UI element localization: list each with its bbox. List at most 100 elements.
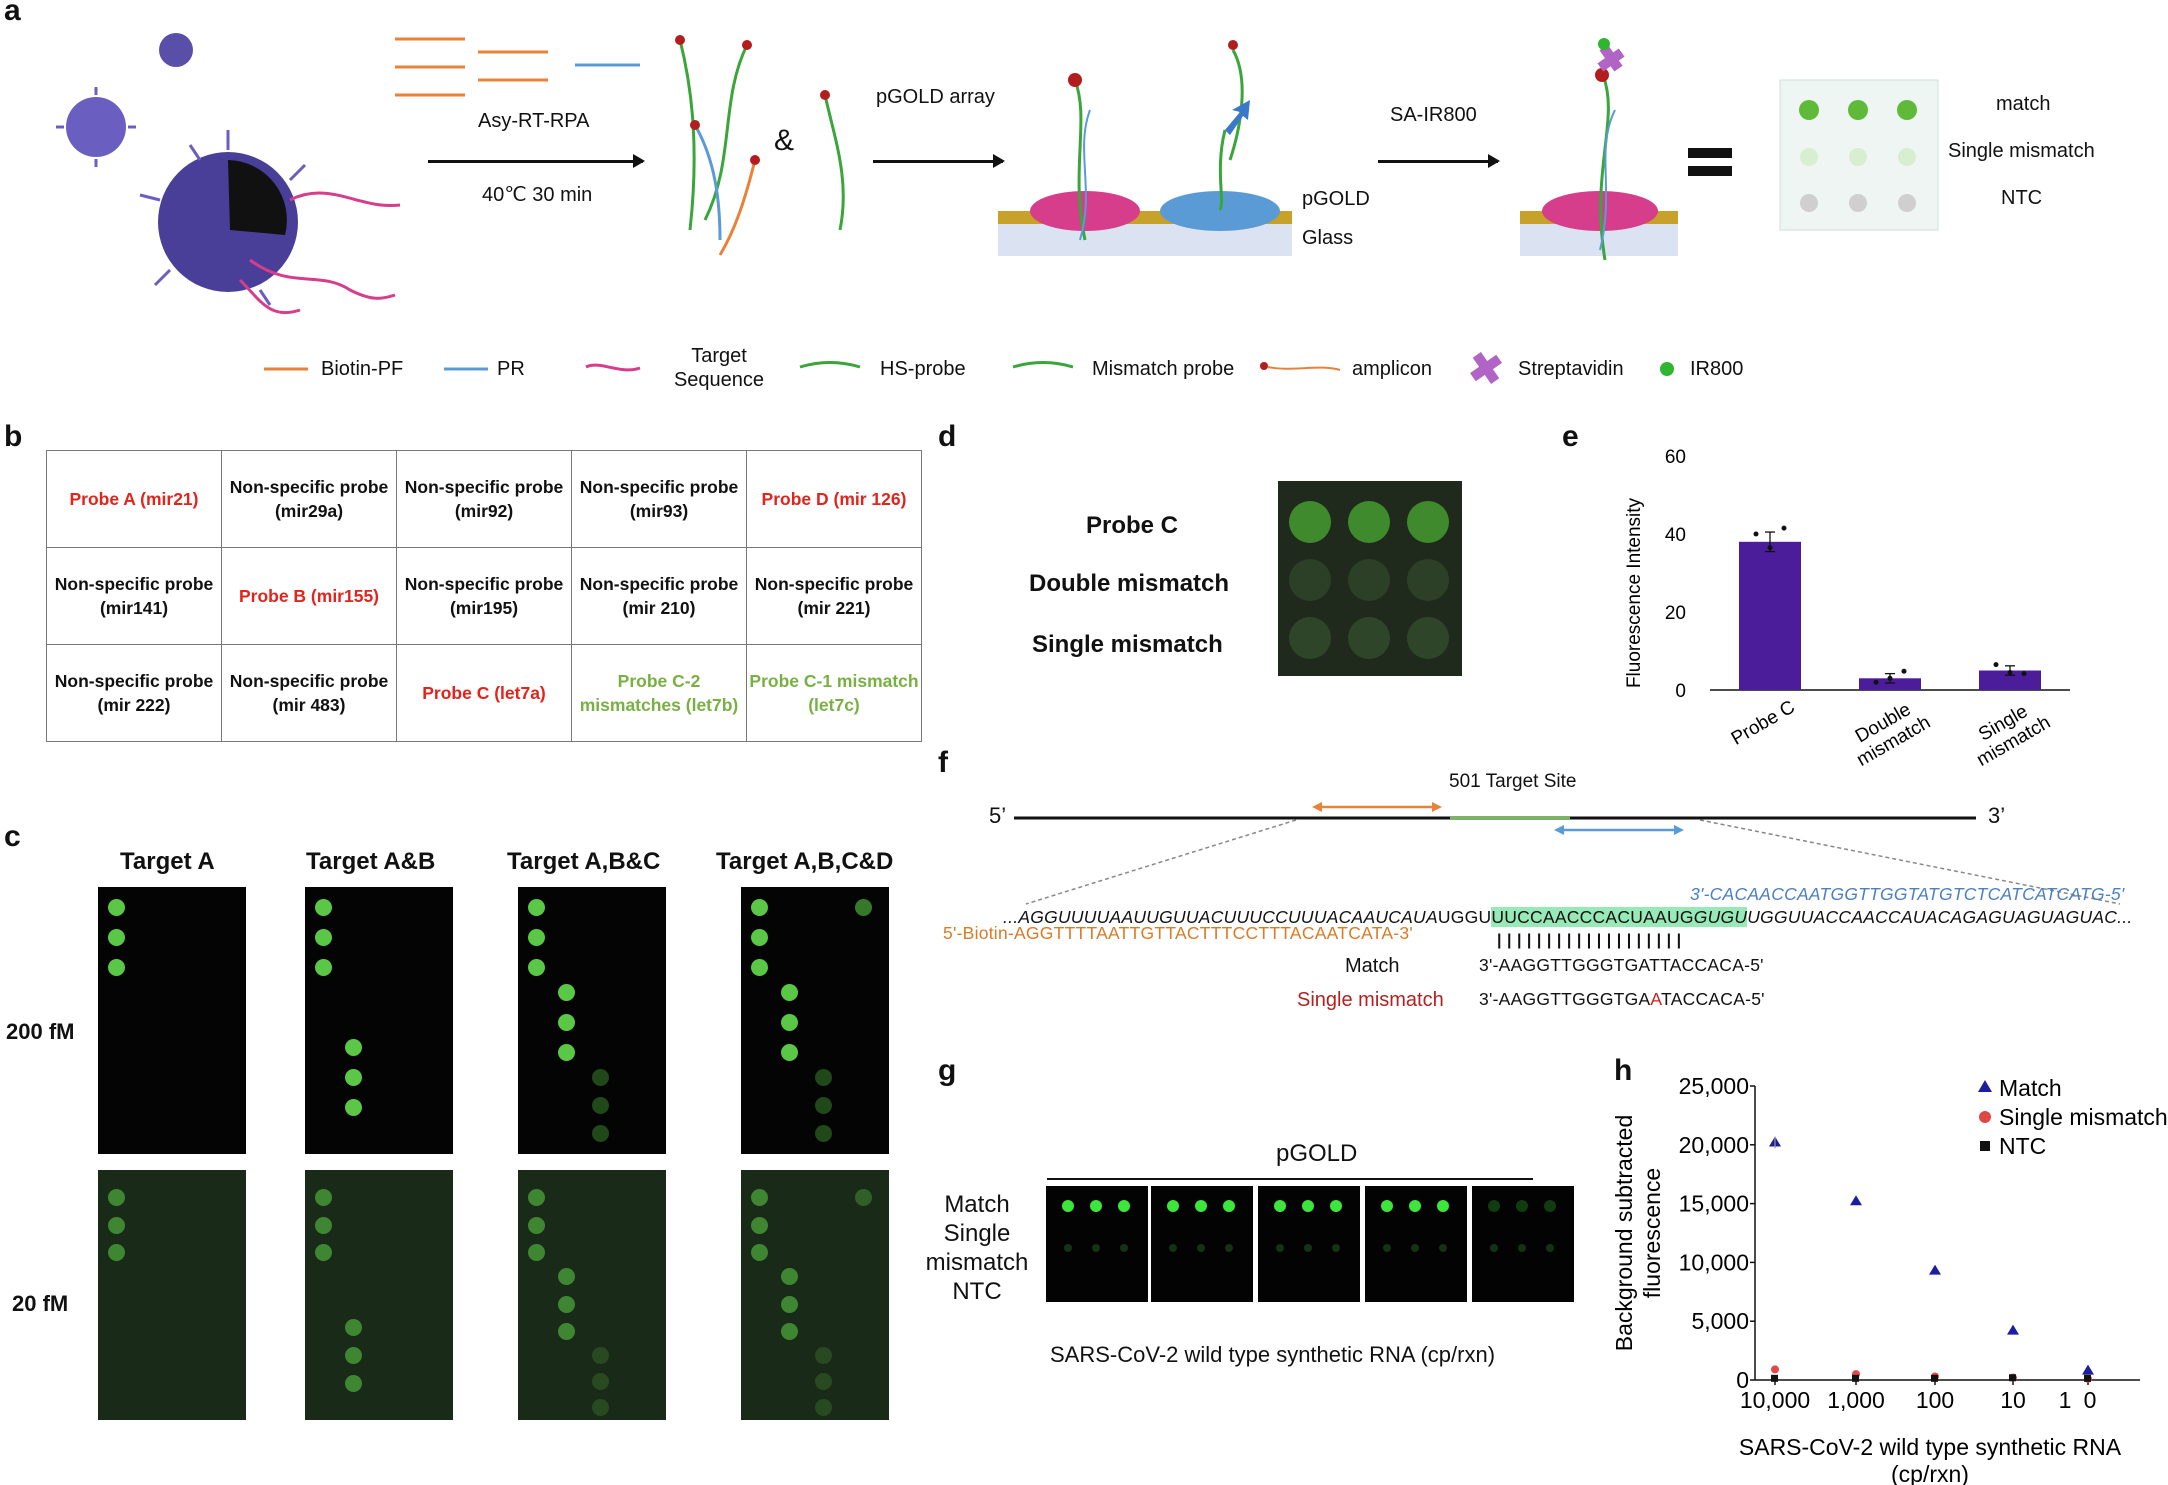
match-marker: [2007, 1324, 2019, 1335]
match-spot: [1381, 1200, 1393, 1212]
array-image: [518, 1170, 666, 1420]
array-spot: [815, 1372, 832, 1390]
y-tick-label: 25,000: [1679, 1073, 1749, 1099]
data-point: [1873, 679, 1879, 685]
array-spot: [558, 1044, 575, 1061]
array-spot: [315, 899, 332, 916]
y-tick-label: 5,000: [1691, 1308, 1749, 1334]
template-seq: ...AGGUUUUAAUUGUUACUUUCCUUUACAAUCAUAUGGU…: [1003, 907, 2133, 927]
result-row-match: match: [1996, 93, 2051, 115]
match-spot: [1274, 1200, 1286, 1212]
x-tick-label: Doublemismatch: [1843, 694, 1934, 770]
array-spot: [528, 1216, 545, 1234]
array-spot: [781, 984, 798, 1001]
array-spot: [855, 899, 872, 916]
array-spot: [345, 1318, 362, 1336]
table-cell: Non-specific probe (mir29a): [221, 450, 397, 548]
array-spot: [592, 1097, 609, 1114]
ir800-legend-icon: [1660, 362, 1674, 376]
y-tick-label: 20: [1665, 603, 1686, 624]
y-axis-label: Background subtractedfluorescence: [1611, 1115, 1665, 1352]
array-spot: [345, 1099, 362, 1116]
table-cell: Probe B (mir155): [221, 547, 397, 645]
match-label: Match: [1345, 955, 1400, 977]
target-site-highlight: UUCCAACCCACUAAUGGUGU: [1491, 907, 1748, 927]
d-row-double-mismatch: Double mismatch: [1029, 570, 1230, 597]
array-spot: [108, 1188, 125, 1206]
array-spot: [815, 1125, 832, 1142]
result-row-single: Single mismatch: [1948, 140, 2095, 162]
panel-label-f: f: [938, 746, 948, 779]
col-target-abc: Target A,B&C: [507, 848, 661, 875]
array-spot: [315, 929, 332, 946]
array-spot: [781, 1044, 798, 1061]
array-spot: [315, 1216, 332, 1234]
legend-hs-probe: HS-probe: [880, 358, 966, 380]
single-mismatch-label: Single mismatch: [1297, 989, 1444, 1011]
x-tick-label: 10,000: [1740, 1387, 1810, 1413]
data-point: [2007, 669, 2013, 675]
g-header: pGOLD: [1276, 1140, 1358, 1167]
table-cell: Non-specific probe (mir 483): [221, 644, 397, 742]
array-spot: [345, 1069, 362, 1086]
ntc-marker: [1931, 1374, 1938, 1382]
table-row: Non-specific probe (mir141) Probe B (mir15…: [46, 547, 922, 645]
array-spot: [528, 899, 545, 916]
panel-label-c: c: [4, 820, 21, 853]
step1-label: Asy-RT-RPA: [478, 110, 590, 132]
mismatch-spot: [1490, 1244, 1498, 1252]
target-sequence-icon: [585, 363, 641, 372]
mismatch-spot: [1169, 1244, 1177, 1252]
y-tick-label: 0: [1675, 681, 1686, 702]
array-spot: [528, 1244, 545, 1262]
step3-label: SA-IR800: [1390, 104, 1477, 126]
result-row-ntc: NTC: [2001, 187, 2043, 209]
table-cell: Non-specific probe (mir195): [396, 547, 572, 645]
hs-probe-icon: [799, 361, 861, 369]
table-cell: Non-specific probe (mir92): [396, 450, 572, 548]
ntc-marker: [1852, 1374, 1859, 1382]
match-spot: [1167, 1200, 1179, 1212]
result-dots: [1799, 100, 1917, 212]
table-cell: Probe C (let7a): [396, 644, 572, 742]
mismatch-spot: [1383, 1244, 1391, 1252]
array-spot: [751, 959, 768, 976]
legend-biotin-pf: Biotin-PF: [321, 358, 404, 380]
data-point: [1781, 525, 1787, 531]
mismatch-probe-icon: [1012, 361, 1074, 369]
array-image: [741, 887, 889, 1154]
panel-a-illustration: [56, 33, 1939, 384]
legend-icons: [264, 352, 1674, 384]
five-prime-label: 5’: [989, 803, 1007, 828]
amplicon-icon: [1267, 366, 1341, 371]
pgold-label: pGOLD: [1302, 188, 1370, 210]
data-point: [1887, 675, 1893, 681]
mismatch-spot: [1064, 1244, 1072, 1252]
array-spot: [751, 1188, 768, 1206]
array-image: [305, 1170, 453, 1420]
x-tick-label: 10: [2000, 1387, 2026, 1413]
three-prime-label: 3’: [1988, 803, 2006, 828]
array-spot: [781, 1014, 798, 1031]
genome-line: [1014, 802, 2121, 905]
streptavidin-icon: [1597, 44, 1625, 72]
table-cell: Non-specific probe (mir 221): [746, 547, 922, 645]
d-row-single-mismatch: Single mismatch: [1032, 631, 1223, 658]
legend-match-icon: [1978, 1080, 1992, 1092]
legend-mismatch-probe: Mismatch probe: [1092, 358, 1235, 380]
single-mismatch-seq: 3'-AAGGTTGGGTGAATACCACA-5': [1479, 989, 1765, 1009]
match-spot: [1118, 1200, 1130, 1212]
table-cell: Probe D (mir 126): [746, 450, 922, 548]
data-point: [1753, 531, 1759, 537]
array-spot: [528, 959, 545, 976]
row-200fm: 200 fM: [6, 1019, 75, 1044]
array-spot: [108, 1216, 125, 1234]
array-image: [741, 1170, 889, 1420]
array-spot: [558, 1267, 575, 1285]
match-spot: [1062, 1200, 1074, 1212]
array-spot: [751, 1244, 768, 1262]
array-spot: [108, 959, 125, 976]
probe-layout-table: Probe A (mir21) Non-specific probe (mir29a…: [46, 450, 922, 742]
match-spot: [1302, 1200, 1314, 1212]
legend-label: Single mismatch: [1999, 1104, 2168, 1130]
